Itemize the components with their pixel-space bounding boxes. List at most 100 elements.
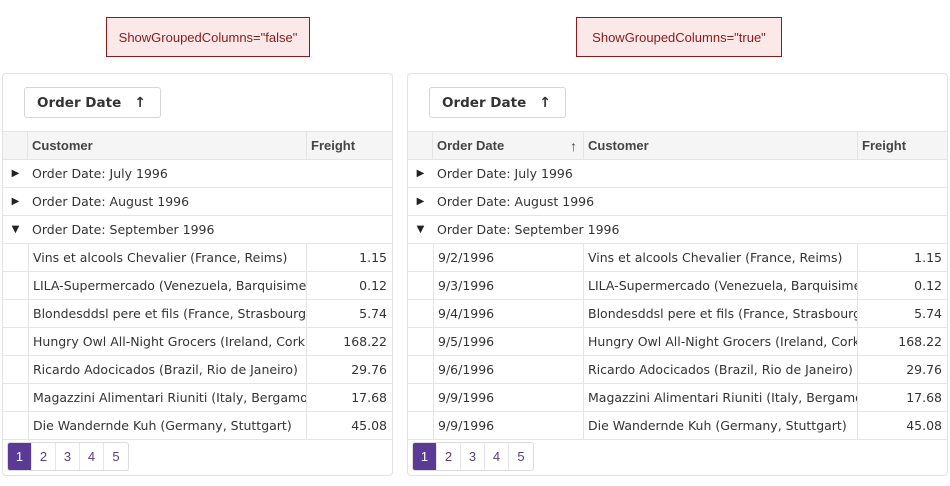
caret-right-icon[interactable]: ▶ xyxy=(11,196,20,207)
cell-customer: Blondesddsl pere et fils (France, Strasb… xyxy=(583,300,857,327)
caret-down-icon[interactable]: ▼ xyxy=(11,224,20,235)
order-date-value: 9/6/1996 xyxy=(438,362,495,377)
table-row[interactable]: Ricardo Adocicados (Brazil, Rio de Janei… xyxy=(3,356,392,384)
column-header-customer[interactable]: Customer xyxy=(32,138,93,153)
table-row[interactable]: 9/3/1996 LILA-Supermercado (Venezuela, Ba… xyxy=(408,272,947,300)
customer-value: Die Wandernde Kuh (Germany, Stuttgart) xyxy=(33,418,292,433)
group-panel: Order Date ↑ xyxy=(3,74,392,131)
page-button-3[interactable]: 3 xyxy=(461,443,485,470)
row-indent xyxy=(3,244,28,271)
cell-order-date: 9/3/1996 xyxy=(433,272,583,299)
cell-freight: 5.74 xyxy=(306,300,392,327)
group-row[interactable]: ▶ Order Date: August 1996 xyxy=(408,188,947,216)
sort-ascending-icon: ↑ xyxy=(570,137,577,154)
caret-right-icon[interactable]: ▶ xyxy=(416,196,425,207)
grid-table: Order Date ↑ Customer Freight ▶ Order Dat… xyxy=(408,131,947,440)
table-row[interactable]: LILA-Supermercado (Venezuela, Barquisime… xyxy=(3,272,392,300)
page-button-4[interactable]: 4 xyxy=(485,443,509,470)
group-indent: ▼ xyxy=(3,216,28,243)
row-indent xyxy=(3,384,28,411)
table-row[interactable]: Hungry Owl All-Night Grocers (Ireland, C… xyxy=(3,328,392,356)
cell-customer: Vins et alcools Chevalier (France, Reims… xyxy=(583,244,857,271)
row-indent xyxy=(3,356,28,383)
freight-value: 0.12 xyxy=(914,278,942,293)
column-header-freight[interactable]: Freight xyxy=(857,132,947,159)
group-row[interactable]: ▼ Order Date: September 1996 xyxy=(3,216,392,244)
cell-freight: 45.08 xyxy=(857,412,947,439)
caret-down-icon[interactable]: ▼ xyxy=(416,224,425,235)
group-chip-order-date[interactable]: Order Date ↑ xyxy=(24,87,161,118)
cell-freight: 0.12 xyxy=(306,272,392,299)
grid-table: Customer Freight ▶ Order Date: July 1996 ▶… xyxy=(3,131,392,440)
table-row[interactable]: 9/2/1996 Vins et alcools Chevalier (Franc… xyxy=(408,244,947,272)
customer-value: Vins et alcools Chevalier (France, Reims… xyxy=(33,250,288,265)
page-button-1[interactable]: 1 xyxy=(413,443,437,470)
group-label: Order Date: September 1996 xyxy=(437,222,620,237)
cell-freight: 0.12 xyxy=(857,272,947,299)
table-row[interactable]: 9/4/1996 Blondesddsl pere et fils (France… xyxy=(408,300,947,328)
row-indent xyxy=(408,356,433,383)
header-indent xyxy=(408,132,433,159)
freight-value: 17.68 xyxy=(906,390,942,405)
caption-show-grouped-false: ShowGroupedColumns="false" xyxy=(106,17,310,57)
cell-customer: Magazzini Alimentari Riuniti (Italy, Ber… xyxy=(583,384,857,411)
group-row[interactable]: ▶ Order Date: July 1996 xyxy=(3,160,392,188)
table-row[interactable]: 9/9/1996 Die Wandernde Kuh (Germany, Stut… xyxy=(408,412,947,440)
cell-customer: Hungry Owl All-Night Grocers (Ireland, C… xyxy=(583,328,857,355)
row-indent xyxy=(408,300,433,327)
group-row[interactable]: ▼ Order Date: September 1996 xyxy=(408,216,947,244)
freight-value: 45.08 xyxy=(906,418,942,433)
table-row[interactable]: Blondesddsl pere et fils (France, Strasb… xyxy=(3,300,392,328)
group-indent: ▶ xyxy=(3,188,28,215)
group-header-text: Order Date: July 1996 xyxy=(433,160,947,187)
page-button-2[interactable]: 2 xyxy=(437,443,461,470)
table-row[interactable]: 9/5/1996 Hungry Owl All-Night Grocers (Ir… xyxy=(408,328,947,356)
page-button-5[interactable]: 5 xyxy=(112,449,120,464)
customer-value: Hungry Owl All-Night Grocers (Ireland, C… xyxy=(33,334,306,349)
cell-freight: 168.22 xyxy=(306,328,392,355)
table-row[interactable]: Magazzini Alimentari Riuniti (Italy, Ber… xyxy=(3,384,392,412)
group-chip-order-date[interactable]: Order Date ↑ xyxy=(429,87,566,118)
customer-value: Magazzini Alimentari Riuniti (Italy, Ber… xyxy=(588,390,857,405)
column-header-order-date[interactable]: Order Date ↑ xyxy=(437,137,577,154)
freight-value: 0.12 xyxy=(359,278,387,293)
table-row[interactable]: Die Wandernde Kuh (Germany, Stuttgart) 45… xyxy=(3,412,392,440)
arrow-up-icon: ↑ xyxy=(134,94,146,111)
freight-value: 29.76 xyxy=(351,362,387,377)
cell-freight: 29.76 xyxy=(857,356,947,383)
caret-right-icon[interactable]: ▶ xyxy=(11,168,20,179)
caret-right-icon[interactable]: ▶ xyxy=(416,168,425,179)
header-indent xyxy=(3,132,28,159)
cell-customer: Ricardo Adocicados (Brazil, Rio de Janei… xyxy=(28,356,306,383)
row-indent xyxy=(3,272,28,299)
cell-customer: LILA-Supermercado (Venezuela, Barquisime… xyxy=(583,272,857,299)
table-row[interactable]: Vins et alcools Chevalier (France, Reims… xyxy=(3,244,392,272)
group-row[interactable]: ▶ Order Date: August 1996 xyxy=(3,188,392,216)
freight-value: 45.08 xyxy=(351,418,387,433)
group-indent: ▶ xyxy=(408,160,433,187)
group-indent: ▶ xyxy=(3,160,28,187)
customer-value: LILA-Supermercado (Venezuela, Barquisime… xyxy=(33,278,306,293)
column-header-customer[interactable]: Customer xyxy=(583,132,857,159)
caption-show-grouped-true: ShowGroupedColumns="true" xyxy=(576,17,782,57)
group-header-text: Order Date: August 1996 xyxy=(433,188,947,215)
group-row[interactable]: ▶ Order Date: July 1996 xyxy=(408,160,947,188)
page-button-2[interactable]: 2 xyxy=(32,443,56,470)
table-row[interactable]: 9/9/1996 Magazzini Alimentari Riuniti (It… xyxy=(408,384,947,412)
customer-value: Blondesddsl pere et fils (France, Strasb… xyxy=(588,306,857,321)
group-indent: ▼ xyxy=(408,216,433,243)
table-row[interactable]: 9/6/1996 Ricardo Adocicados (Brazil, Rio … xyxy=(408,356,947,384)
page-button-4[interactable]: 4 xyxy=(80,443,104,470)
order-date-value: 9/9/1996 xyxy=(438,418,495,433)
page-button-1[interactable]: 1 xyxy=(8,443,32,470)
row-indent xyxy=(408,328,433,355)
column-header-freight[interactable]: Freight xyxy=(306,132,392,159)
customer-value: Ricardo Adocicados (Brazil, Rio de Janei… xyxy=(588,362,853,377)
header-row: Order Date ↑ Customer Freight xyxy=(408,131,947,160)
cell-order-date: 9/9/1996 xyxy=(433,384,583,411)
freight-value: 29.76 xyxy=(906,362,942,377)
customer-value: Die Wandernde Kuh (Germany, Stuttgart) xyxy=(588,418,847,433)
freight-value: 168.22 xyxy=(343,334,387,349)
page-button-5[interactable]: 5 xyxy=(517,449,525,464)
page-button-3[interactable]: 3 xyxy=(56,443,80,470)
